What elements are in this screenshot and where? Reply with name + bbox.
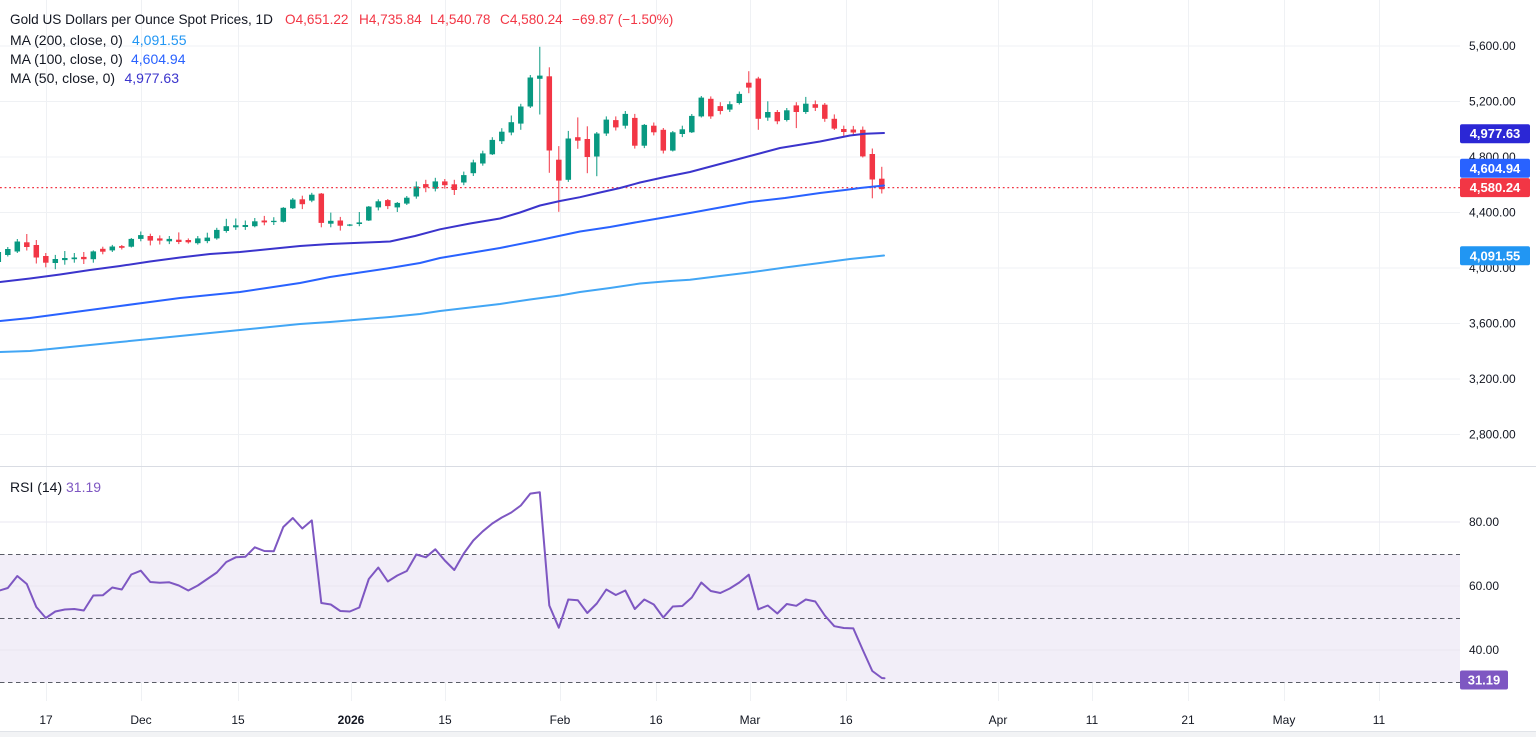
svg-text:4,604.94: 4,604.94: [1470, 161, 1521, 176]
svg-text:3,200.00: 3,200.00: [1469, 372, 1516, 386]
svg-text:4,091.55: 4,091.55: [1470, 248, 1521, 263]
svg-text:11: 11: [1086, 713, 1099, 727]
svg-text:15: 15: [438, 713, 452, 727]
svg-text:Feb: Feb: [550, 713, 571, 727]
svg-text:4,400.00: 4,400.00: [1469, 206, 1516, 220]
svg-text:4,977.63: 4,977.63: [1470, 126, 1521, 141]
svg-text:MA (50, close, 0)4,977.63: MA (50, close, 0) 4,977.63: [10, 70, 179, 86]
svg-text:16: 16: [649, 713, 663, 727]
svg-text:Dec: Dec: [130, 713, 151, 727]
svg-text:2026: 2026: [338, 713, 365, 727]
svg-text:MA (100, close, 0)4,604.94: MA (100, close, 0) 4,604.94: [10, 51, 186, 67]
svg-text:4,580.24: 4,580.24: [1470, 180, 1521, 195]
svg-text:21: 21: [1181, 713, 1195, 727]
svg-text:60.00: 60.00: [1469, 579, 1499, 593]
svg-text:Gold US Dollars per Ounce Spot: Gold US Dollars per Ounce Spot Prices, 1…: [10, 12, 673, 27]
svg-text:Apr: Apr: [989, 713, 1008, 727]
svg-text:RSI (14)31.19: RSI (14) 31.19: [10, 479, 101, 495]
svg-text:11: 11: [1373, 713, 1386, 727]
svg-text:5,200.00: 5,200.00: [1469, 95, 1516, 109]
svg-text:80.00: 80.00: [1469, 515, 1499, 529]
svg-text:3,600.00: 3,600.00: [1469, 317, 1516, 331]
svg-text:15: 15: [231, 713, 245, 727]
svg-text:16: 16: [839, 713, 853, 727]
svg-text:May: May: [1273, 713, 1296, 727]
svg-text:31.19: 31.19: [1468, 673, 1501, 688]
svg-text:Mar: Mar: [740, 713, 761, 727]
svg-text:40.00: 40.00: [1469, 643, 1499, 657]
svg-text:5,600.00: 5,600.00: [1469, 39, 1516, 53]
svg-text:17: 17: [39, 713, 53, 727]
svg-text:MA (200, close, 0)4,091.55: MA (200, close, 0) 4,091.55: [10, 32, 187, 48]
svg-text:2,800.00: 2,800.00: [1469, 428, 1516, 442]
